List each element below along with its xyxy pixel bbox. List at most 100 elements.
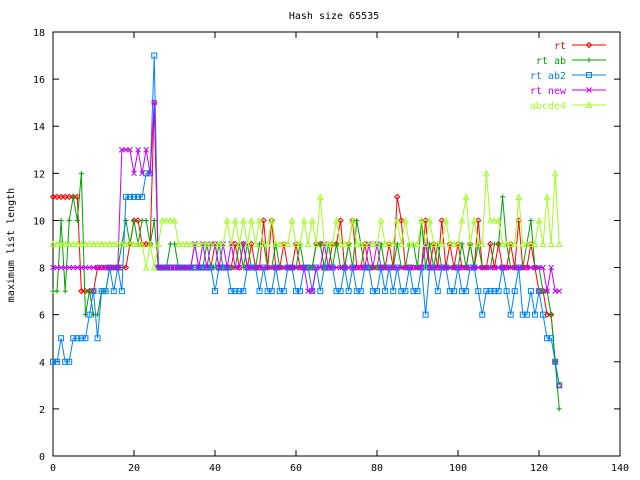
data-point-rt-new <box>410 264 417 271</box>
data-point-rt-new <box>507 264 514 271</box>
data-point-abcde4 <box>361 240 369 247</box>
data-point-rt-new <box>70 264 77 271</box>
data-point-rt-new <box>463 264 469 271</box>
x-tick-label: 140 <box>611 463 629 474</box>
data-point-rt-new <box>272 264 279 271</box>
legend-label-abcde4: abcde4 <box>530 101 566 112</box>
data-point-rt-ab2 <box>475 288 482 295</box>
data-point-abcde4 <box>300 216 308 224</box>
data-point-rt-new <box>353 264 360 271</box>
data-point-rt-new <box>313 264 320 271</box>
data-point-abcde4 <box>130 240 138 247</box>
data-point-abcde4 <box>276 240 284 247</box>
data-point-rt-new <box>378 264 384 271</box>
legend-marker-rt-ab <box>586 57 592 63</box>
data-point-abcde4 <box>82 240 89 247</box>
data-point-rt-new <box>370 264 376 271</box>
data-point-rt-ab2 <box>220 264 227 271</box>
data-point-abcde4 <box>150 263 158 271</box>
y-tick-label: 14 <box>33 122 45 133</box>
series-rt-ab <box>50 170 562 412</box>
data-point-abcde4 <box>495 216 502 224</box>
data-point-rt-new <box>248 264 255 271</box>
data-point-rt-ab2 <box>450 288 457 295</box>
data-point-rt-ab <box>123 217 129 223</box>
x-tick-label: 100 <box>449 463 467 474</box>
data-point-rt <box>337 217 344 224</box>
data-point-abcde4 <box>268 216 276 224</box>
data-point-abcde4 <box>397 240 405 247</box>
data-point-rt-ab2 <box>317 288 324 295</box>
data-point-abcde4 <box>523 240 531 247</box>
data-point-rt-ab <box>143 217 149 223</box>
data-point-abcde4 <box>159 216 166 224</box>
data-point-rt <box>523 264 531 271</box>
data-point-rt-new <box>86 264 93 271</box>
data-point-rt-ab <box>78 170 84 176</box>
data-point-abcde4 <box>353 240 361 247</box>
x-tick-label: 40 <box>209 463 221 474</box>
legend-marker-abcde4 <box>585 101 593 108</box>
data-point-abcde4 <box>118 240 126 247</box>
data-point-abcde4 <box>555 240 563 247</box>
data-point-rt <box>94 264 101 271</box>
data-point-abcde4 <box>442 216 450 224</box>
data-point-abcde4 <box>256 216 263 224</box>
data-point-rt-new <box>171 264 178 271</box>
data-point-rt-new <box>127 146 133 153</box>
data-point-rt-new <box>276 264 283 271</box>
y-axis-label: maximum list length <box>6 188 17 302</box>
data-point-abcde4 <box>474 240 482 247</box>
data-point-rt-new <box>540 264 546 271</box>
data-point-rt-ab2 <box>369 288 376 295</box>
data-point-abcde4 <box>223 216 231 224</box>
series-line-abcde4 <box>53 173 560 268</box>
data-point-rt-new <box>398 264 405 271</box>
data-point-abcde4 <box>543 193 551 200</box>
data-point-rt <box>232 240 239 248</box>
data-point-rt <box>260 217 267 224</box>
data-point-abcde4 <box>272 240 280 247</box>
data-point-rt-new <box>54 264 60 271</box>
data-point-rt <box>438 217 446 224</box>
data-point-rt-ab <box>378 241 384 247</box>
y-tick-label: 4 <box>39 358 45 369</box>
data-point-rt-ab <box>496 241 501 247</box>
data-point-abcde4 <box>49 240 57 247</box>
data-point-rt-ab2 <box>110 288 117 295</box>
y-tick-label: 18 <box>33 28 45 39</box>
chart-title: Hash size 65535 <box>289 11 379 22</box>
x-tick-label: 0 <box>50 463 56 474</box>
data-point-rt-ab2 <box>422 311 429 318</box>
data-point-rt-new <box>187 264 194 271</box>
data-point-rt-ab <box>556 406 562 412</box>
data-point-rt-ab <box>58 217 64 223</box>
data-point-abcde4 <box>288 216 296 224</box>
data-point-abcde4 <box>207 240 215 247</box>
data-point-abcde4 <box>195 240 203 247</box>
data-point-abcde4 <box>531 240 539 247</box>
data-point-rt-new <box>195 264 202 271</box>
data-point-abcde4 <box>491 216 498 224</box>
data-point-rt-ab2 <box>118 288 125 295</box>
y-tick-label: 16 <box>33 75 45 86</box>
data-point-abcde4 <box>211 240 219 247</box>
data-point-rt-new <box>519 264 526 271</box>
data-point-abcde4 <box>260 240 267 247</box>
data-point-abcde4 <box>252 240 259 247</box>
data-point-rt-ab2 <box>536 288 542 295</box>
data-point-rt-new <box>467 264 474 271</box>
data-point-rt-new <box>114 264 121 271</box>
data-point-rt-new <box>418 264 425 271</box>
data-point-rt-ab2 <box>374 288 380 295</box>
data-point-rt-ab2 <box>507 311 514 318</box>
data-point-rt-new <box>329 264 336 271</box>
data-point-rt <box>61 193 69 201</box>
data-point-abcde4 <box>337 240 344 247</box>
data-point-abcde4 <box>406 240 413 247</box>
data-point-rt-ab2 <box>131 193 137 200</box>
data-point-abcde4 <box>547 240 555 247</box>
data-point-rt-ab2 <box>86 311 93 318</box>
data-point-rt-new <box>487 264 494 271</box>
